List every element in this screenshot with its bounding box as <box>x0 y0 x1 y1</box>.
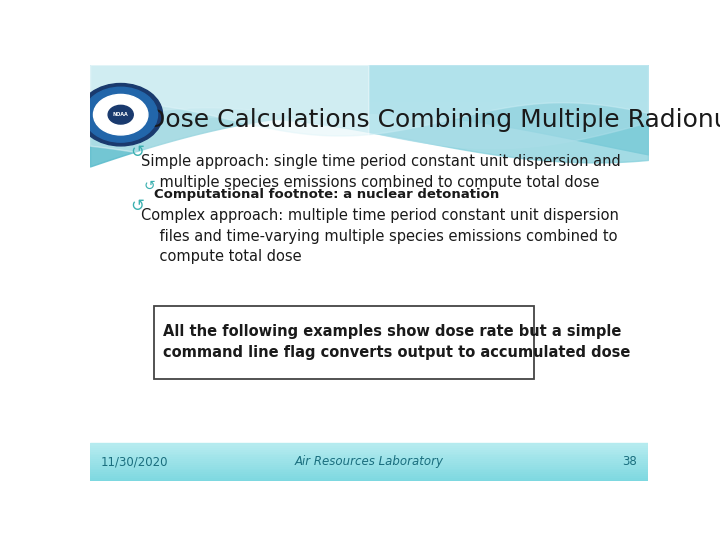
Bar <box>90 314 648 321</box>
Bar <box>90 141 648 148</box>
Bar <box>90 397 648 404</box>
Circle shape <box>79 84 163 146</box>
Bar <box>90 411 648 418</box>
Bar <box>90 113 648 120</box>
Bar <box>90 454 648 456</box>
Bar <box>90 245 648 252</box>
Bar <box>90 453 648 454</box>
Bar <box>90 349 648 356</box>
Bar <box>90 449 648 451</box>
Bar <box>90 307 648 314</box>
Bar <box>90 155 648 162</box>
Bar <box>90 356 648 363</box>
Bar <box>90 102 648 443</box>
Bar <box>90 335 648 342</box>
Text: Simple approach: single time period constant unit dispersion and
    multiple sp: Simple approach: single time period cons… <box>141 154 621 190</box>
Bar <box>90 183 648 190</box>
Bar <box>90 217 648 224</box>
Bar <box>90 473 648 475</box>
Bar <box>90 439 648 446</box>
Bar <box>90 468 648 469</box>
Bar <box>90 446 648 453</box>
Bar <box>90 280 648 287</box>
Bar <box>90 464 648 465</box>
Bar <box>90 127 648 134</box>
Text: ↺: ↺ <box>130 143 144 161</box>
Bar <box>90 134 648 141</box>
Bar <box>90 65 648 72</box>
Text: Air Resources Laboratory: Air Resources Laboratory <box>294 455 444 468</box>
Bar <box>90 370 648 377</box>
Bar <box>90 169 648 176</box>
Bar <box>90 460 648 467</box>
Text: ↺: ↺ <box>144 179 156 193</box>
Bar <box>90 453 648 460</box>
Bar <box>90 460 648 462</box>
Bar <box>90 162 648 168</box>
Circle shape <box>108 105 133 124</box>
Bar <box>90 294 648 300</box>
Bar <box>90 447 648 449</box>
Bar <box>90 465 648 468</box>
Bar <box>90 383 648 390</box>
Bar <box>90 148 648 155</box>
Text: NOAA: NOAA <box>113 112 129 117</box>
Bar <box>90 211 648 217</box>
Bar <box>90 79 648 85</box>
FancyBboxPatch shape <box>154 306 534 379</box>
Text: Computational footnote: a nuclear detonation: Computational footnote: a nuclear detona… <box>154 188 500 201</box>
Bar <box>90 231 648 238</box>
Bar <box>90 238 648 245</box>
Bar <box>90 190 648 197</box>
Bar <box>90 404 648 411</box>
Text: Dose Calculations Combining Multiple Radionuclides: Dose Calculations Combining Multiple Rad… <box>145 109 720 132</box>
Bar <box>90 72 648 79</box>
Text: ↺: ↺ <box>130 197 144 215</box>
Bar <box>90 456 648 458</box>
Bar <box>90 300 648 307</box>
Bar <box>90 85 648 92</box>
Bar <box>90 467 648 474</box>
Bar <box>90 321 648 328</box>
Bar <box>90 451 648 453</box>
Text: 11/30/2020: 11/30/2020 <box>101 455 168 468</box>
Bar <box>90 342 648 349</box>
Bar <box>90 197 648 204</box>
Bar <box>90 477 648 479</box>
Bar <box>90 479 648 481</box>
Bar <box>90 462 648 464</box>
Bar <box>90 176 648 183</box>
Bar <box>90 458 648 460</box>
Bar <box>90 204 648 210</box>
Bar <box>90 92 648 99</box>
Bar <box>90 445 648 447</box>
Bar <box>90 259 648 266</box>
Bar <box>90 425 648 432</box>
Circle shape <box>84 87 158 142</box>
Bar <box>90 328 648 335</box>
Bar <box>90 273 648 280</box>
Bar <box>90 474 648 481</box>
Circle shape <box>94 94 148 135</box>
Bar <box>90 266 648 273</box>
Bar <box>90 377 648 383</box>
Bar <box>90 99 648 106</box>
Bar <box>90 469 648 471</box>
Bar <box>90 443 648 445</box>
Bar <box>90 390 648 397</box>
Bar <box>90 224 648 231</box>
Bar <box>90 418 648 425</box>
Text: Complex approach: multiple time period constant unit dispersion
    files and ti: Complex approach: multiple time period c… <box>141 208 619 264</box>
Bar <box>90 475 648 477</box>
Bar <box>90 252 648 259</box>
Text: 38: 38 <box>622 455 637 468</box>
Bar <box>90 120 648 127</box>
Bar <box>90 432 648 439</box>
Bar <box>90 287 648 294</box>
Text: All the following examples show dose rate but a simple
command line flag convert: All the following examples show dose rat… <box>163 325 630 360</box>
Bar <box>90 363 648 370</box>
Bar <box>90 106 648 113</box>
Bar <box>90 471 648 473</box>
